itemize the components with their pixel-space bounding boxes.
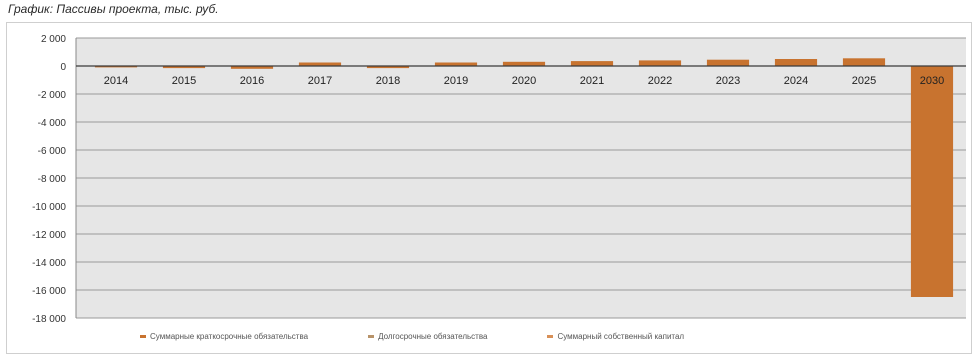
bar-2022-s0 <box>638 60 682 66</box>
x-tick-label: 2024 <box>784 75 808 87</box>
legend-label-long-term: Долгосрочные обязательства <box>378 332 488 341</box>
y-tick-label: -8 000 <box>38 174 67 185</box>
x-tick-label: 2023 <box>716 75 740 87</box>
bar-2023-s0 <box>706 59 750 66</box>
bar-2021-s0 <box>570 61 614 66</box>
legend-swatch-short-term <box>140 335 146 338</box>
bar-2025-s0 <box>842 58 886 66</box>
x-tick-label: 2021 <box>580 75 604 87</box>
chart-legend: Суммарные краткосрочные обязательства До… <box>140 332 860 341</box>
y-tick-label: -18 000 <box>32 314 66 325</box>
x-tick-label: 2025 <box>852 75 876 87</box>
x-tick-label: 2015 <box>172 75 196 87</box>
x-tick-label: 2016 <box>240 75 264 87</box>
y-tick-label: 2 000 <box>41 34 66 45</box>
y-tick-label: -16 000 <box>32 286 66 297</box>
x-tick-label: 2018 <box>376 75 400 87</box>
x-tick-label: 2030 <box>920 75 944 87</box>
y-tick-label: -14 000 <box>32 258 66 269</box>
bar-2016-s0 <box>230 66 274 69</box>
bar-2024-s0 <box>774 59 818 66</box>
bar-2020-s0 <box>502 61 546 66</box>
y-tick-label: -4 000 <box>38 118 67 129</box>
bar-2014-s0 <box>94 66 138 68</box>
x-tick-label: 2022 <box>648 75 672 87</box>
legend-swatch-equity <box>547 335 554 338</box>
legend-item-long-term: Долгосрочные обязательства <box>368 332 487 341</box>
legend-swatch-long-term <box>368 335 375 338</box>
y-tick-label: 0 <box>60 62 66 73</box>
y-tick-label: -10 000 <box>32 202 66 213</box>
x-tick-label: 2014 <box>104 75 128 87</box>
y-tick-label: -12 000 <box>32 230 66 241</box>
bar-2017-s0 <box>298 62 342 66</box>
y-tick-label: -2 000 <box>38 90 67 101</box>
chart-title: График: Пассивы проекта, тыс. руб. <box>8 2 219 16</box>
bar-2015-s0 <box>162 66 206 69</box>
legend-label-equity: Суммарный собственный капитал <box>557 332 685 341</box>
legend-item-equity: Суммарный собственный капитал <box>547 332 684 341</box>
x-tick-label: 2019 <box>444 75 468 87</box>
bar-2018-s0 <box>366 66 410 69</box>
legend-item-short-term: Суммарные краткосрочные обязательства <box>140 332 308 341</box>
y-tick-label: -6 000 <box>38 146 67 157</box>
x-tick-label: 2020 <box>512 75 536 87</box>
bar-2019-s0 <box>434 62 478 66</box>
x-tick-label: 2017 <box>308 75 332 87</box>
legend-label-short-term: Суммарные краткосрочные обязательства <box>150 332 309 341</box>
bar-2030-s0 <box>910 66 954 297</box>
